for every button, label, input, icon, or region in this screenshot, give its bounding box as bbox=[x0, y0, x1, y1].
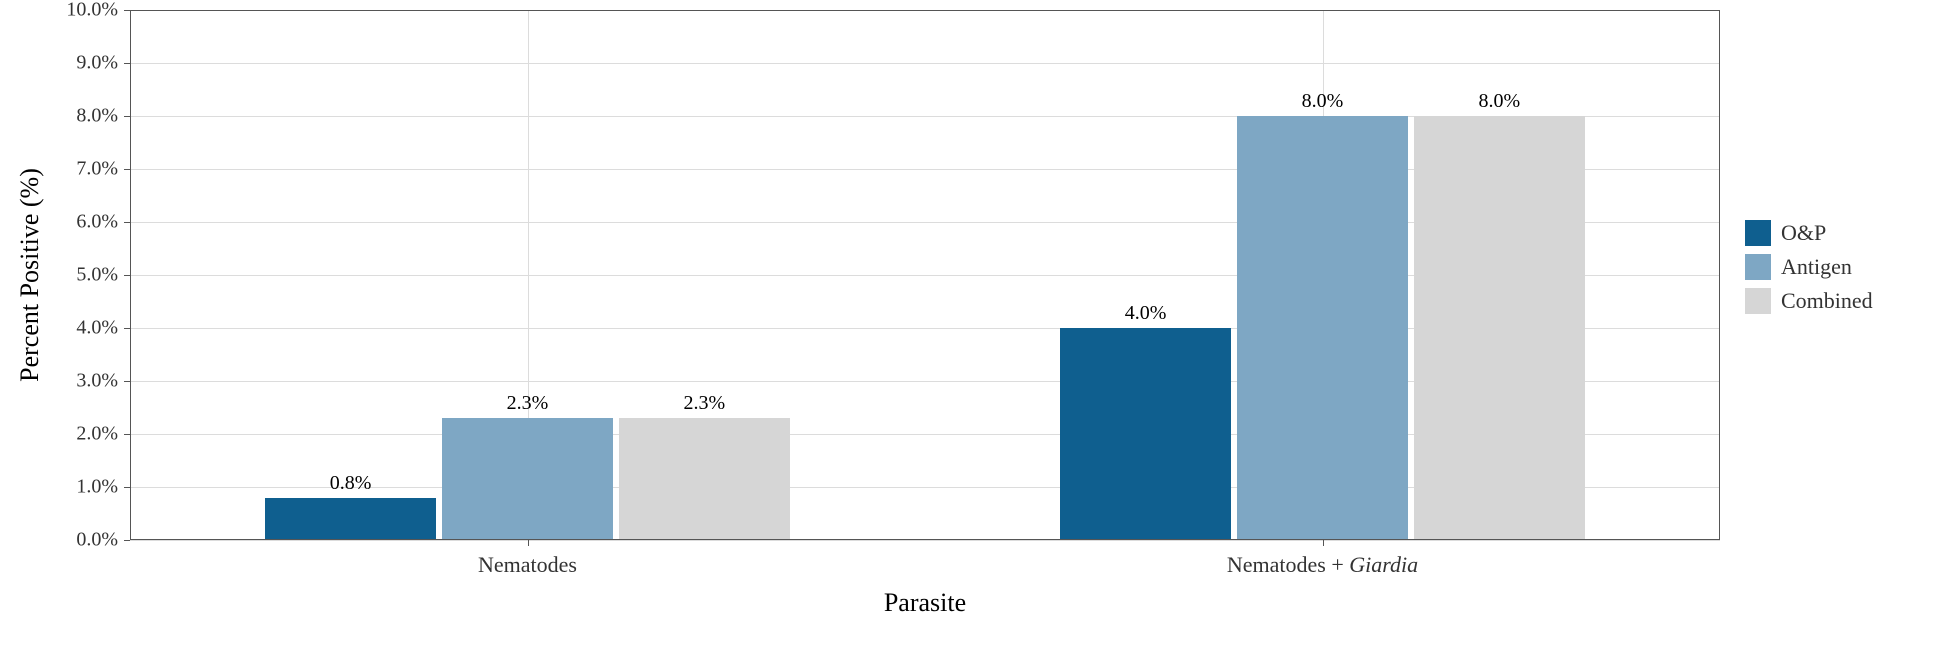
legend-item: Combined bbox=[1745, 288, 1873, 314]
x-tick-mark bbox=[1323, 540, 1324, 546]
bar-value-label: 2.3% bbox=[684, 392, 726, 415]
legend-swatch bbox=[1745, 220, 1771, 246]
legend-item: O&P bbox=[1745, 220, 1873, 246]
bar-value-label: 4.0% bbox=[1125, 302, 1167, 325]
bar bbox=[1414, 116, 1585, 540]
y-tick-mark bbox=[124, 10, 130, 11]
y-tick-mark bbox=[124, 169, 130, 170]
y-tick-label: 7.0% bbox=[58, 158, 118, 181]
legend-swatch bbox=[1745, 288, 1771, 314]
bar bbox=[1237, 116, 1408, 540]
bar bbox=[1060, 328, 1231, 540]
y-tick-mark bbox=[124, 381, 130, 382]
y-tick-mark bbox=[124, 540, 130, 541]
y-tick-label: 2.0% bbox=[58, 423, 118, 446]
bar-value-label: 2.3% bbox=[507, 392, 549, 415]
y-tick-mark bbox=[124, 116, 130, 117]
y-tick-mark bbox=[124, 222, 130, 223]
y-tick-mark bbox=[124, 487, 130, 488]
y-tick-mark bbox=[124, 63, 130, 64]
y-tick-label: 0.0% bbox=[58, 529, 118, 552]
legend-item: Antigen bbox=[1745, 254, 1873, 280]
y-tick-label: 6.0% bbox=[58, 211, 118, 234]
x-tick-mark bbox=[528, 540, 529, 546]
legend-label: Combined bbox=[1781, 288, 1873, 314]
y-tick-label: 4.0% bbox=[58, 317, 118, 340]
bar bbox=[442, 418, 613, 540]
y-axis-title: Percent Positive (%) bbox=[15, 168, 45, 382]
y-tick-label: 3.0% bbox=[58, 370, 118, 393]
x-axis-title: Parasite bbox=[884, 588, 966, 618]
bar bbox=[619, 418, 790, 540]
y-tick-mark bbox=[124, 275, 130, 276]
gridline-h bbox=[130, 10, 1720, 11]
y-tick-label: 10.0% bbox=[58, 0, 118, 22]
bar-value-label: 8.0% bbox=[1302, 90, 1344, 113]
legend-label: O&P bbox=[1781, 220, 1826, 246]
legend: O&P Antigen Combined bbox=[1745, 220, 1873, 322]
y-tick-label: 1.0% bbox=[58, 476, 118, 499]
bar-value-label: 8.0% bbox=[1479, 90, 1521, 113]
y-tick-label: 5.0% bbox=[58, 264, 118, 287]
legend-swatch bbox=[1745, 254, 1771, 280]
y-tick-label: 8.0% bbox=[58, 105, 118, 128]
y-tick-mark bbox=[124, 328, 130, 329]
bar-value-label: 0.8% bbox=[330, 472, 372, 495]
x-tick-label: Nematodes bbox=[478, 552, 577, 578]
gridline-h bbox=[130, 540, 1720, 541]
chart-container: Percent Positive (%) Parasite O&P Antigen… bbox=[0, 0, 1960, 645]
gridline-h bbox=[130, 63, 1720, 64]
y-tick-label: 9.0% bbox=[58, 52, 118, 75]
x-tick-label: Nematodes + Giardia bbox=[1227, 552, 1418, 578]
legend-label: Antigen bbox=[1781, 254, 1852, 280]
bar bbox=[265, 498, 436, 540]
y-tick-mark bbox=[124, 434, 130, 435]
